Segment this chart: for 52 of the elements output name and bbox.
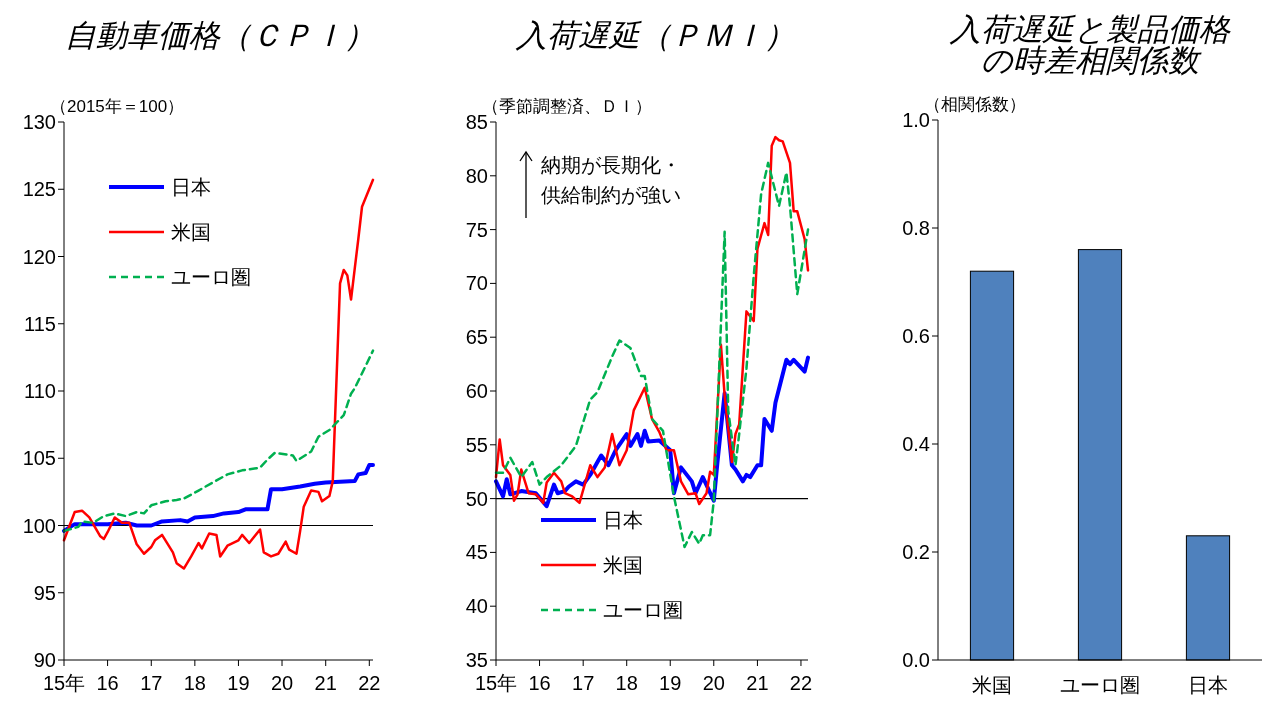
legend-label: 米国 — [171, 221, 211, 243]
x-tick-label: 20 — [702, 672, 725, 694]
y-tick-label: 120 — [22, 245, 56, 268]
x-tick-label: 15年 — [42, 672, 86, 694]
y-tick-label: 65 — [465, 326, 488, 349]
x-tick-label: 18 — [183, 672, 206, 694]
chart-title: 入荷遅延（ＰＭＩ） — [514, 18, 795, 53]
y-tick-label: 60 — [465, 380, 488, 402]
y-tick-label: 80 — [465, 164, 488, 187]
y-tick-label: 110 — [24, 380, 56, 402]
y-tick-label: 50 — [465, 487, 488, 510]
x-tick-label: 日本 — [1188, 674, 1228, 696]
x-tick-label: ユーロ圏 — [1060, 674, 1140, 696]
legend-label: 日本 — [603, 509, 643, 531]
y-tick-label: 40 — [465, 595, 488, 618]
x-tick-label: 17 — [140, 672, 163, 694]
y-tick-label: 0.0 — [902, 649, 930, 671]
chart-title: 自動車価格（ＣＰＩ） — [65, 18, 375, 53]
y-tick-label: 95 — [33, 581, 56, 604]
y-tick-label: 0.8 — [902, 217, 930, 239]
y-tick-label: 90 — [33, 649, 56, 671]
legend-label: ユーロ圏 — [171, 266, 251, 288]
chart-title: 入荷遅延と製品価格の時差相関係数 — [949, 12, 1231, 78]
legend-label: 米国 — [603, 554, 643, 576]
x-tick-label: 米国 — [972, 674, 1012, 696]
y-tick-label: 55 — [465, 433, 488, 456]
x-tick-label: 20 — [270, 672, 294, 694]
x-tick-label: 21 — [746, 672, 769, 694]
y-tick-label: 0.6 — [902, 325, 930, 347]
x-tick-label: 15年 — [474, 672, 518, 694]
legend-label: 日本 — [171, 176, 211, 198]
y-tick-label: 115 — [24, 312, 56, 335]
x-tick-label: 21 — [314, 672, 337, 694]
x-tick-label: 17 — [572, 672, 595, 694]
x-tick-label: 22 — [358, 672, 381, 694]
y-tick-label: 100 — [22, 514, 56, 537]
x-tick-label: 19 — [227, 672, 250, 694]
y-tick-label: 125 — [22, 178, 56, 201]
y-tick-label: 0.2 — [902, 541, 930, 563]
x-tick-label: 19 — [659, 672, 682, 694]
y-tick-label: 45 — [465, 541, 488, 564]
y-tick-label: 70 — [465, 272, 488, 295]
y-tick-label: 0.4 — [902, 433, 930, 455]
y-tick-label: 105 — [22, 447, 56, 470]
x-tick-label: 18 — [615, 672, 638, 694]
y-tick-label: 75 — [465, 218, 488, 241]
y-tick-label: 35 — [465, 649, 488, 671]
annotation: 納期が長期化・供給制約が強い — [541, 154, 681, 206]
x-tick-label: 16 — [96, 672, 119, 694]
x-tick-label: 22 — [789, 672, 813, 694]
x-tick-label: 16 — [528, 672, 551, 694]
legend-label: ユーロ圏 — [603, 599, 683, 621]
